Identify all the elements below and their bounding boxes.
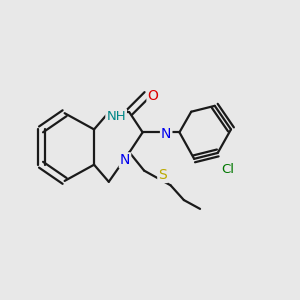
Text: O: O [148, 88, 158, 103]
Text: N: N [161, 127, 171, 141]
Text: NH: NH [106, 110, 126, 123]
Text: Cl: Cl [221, 163, 235, 176]
Text: N: N [120, 153, 130, 167]
Text: S: S [158, 168, 167, 182]
